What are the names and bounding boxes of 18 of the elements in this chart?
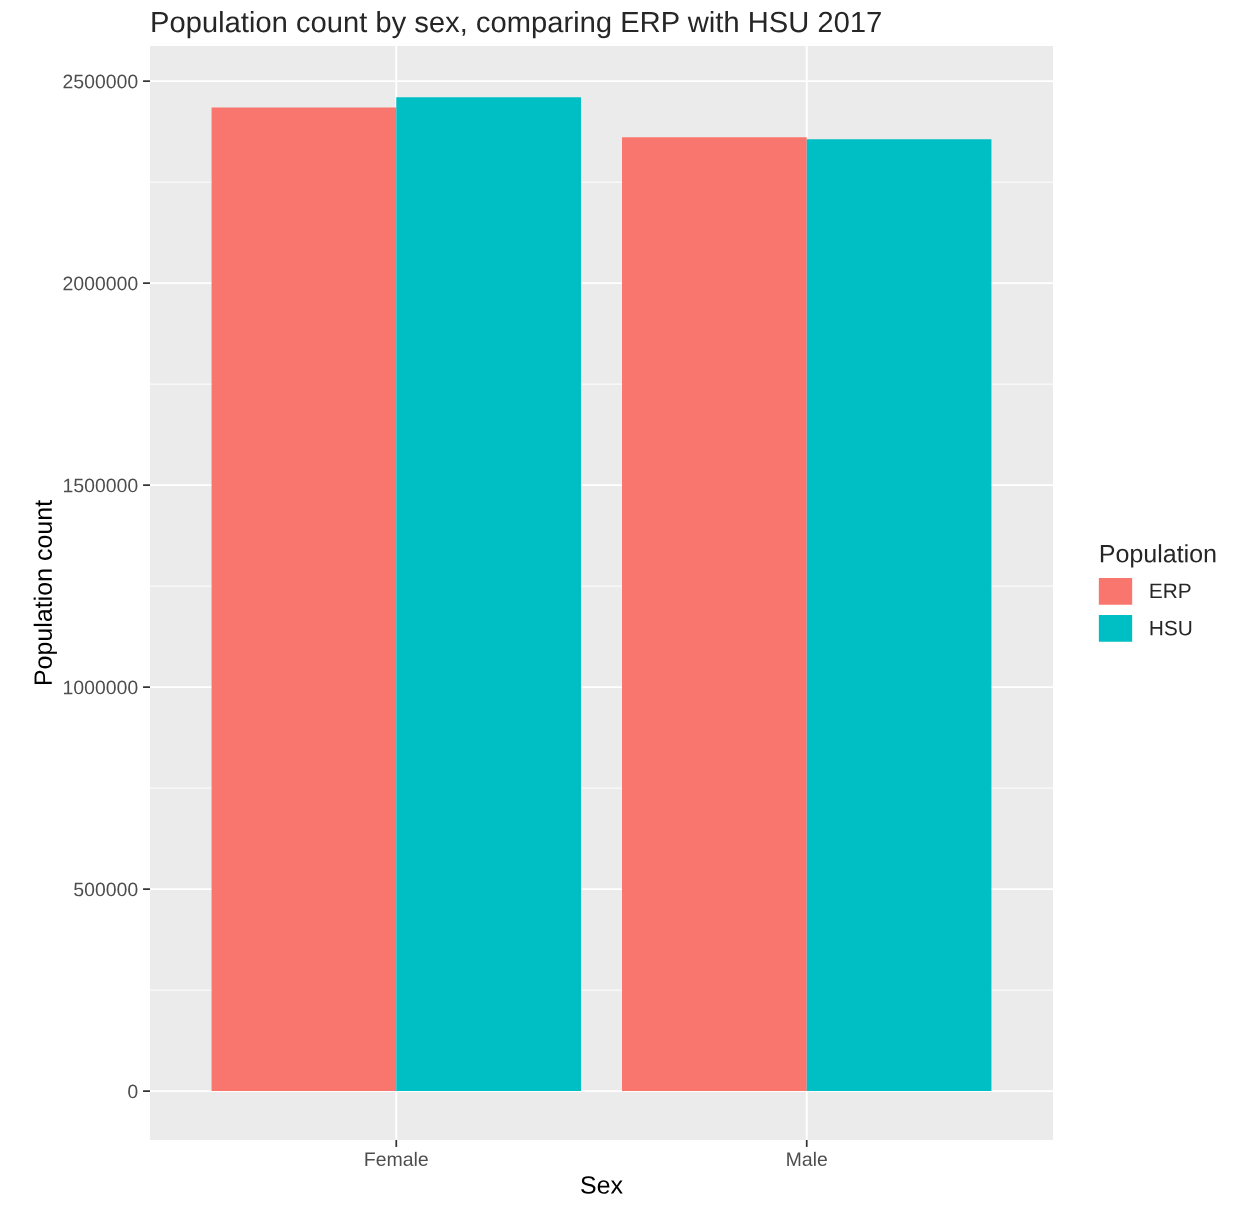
y-tick-label: 1500000 (63, 478, 138, 493)
bar (806, 139, 992, 1092)
x-tick-label: Male (787, 1151, 827, 1167)
legend-label: ERP (1150, 583, 1191, 599)
bar (622, 137, 807, 1092)
y-tick-label: 1000000 (63, 680, 138, 695)
legend-title: Population (1100, 544, 1216, 568)
chart-title: Population count by sex, comparing ERP with HSU 2017 (152, 10, 881, 39)
legend-label: HSU (1150, 620, 1192, 636)
bar (396, 97, 581, 1092)
y-tick-label: 0 (128, 1084, 138, 1099)
y-axis-title: Population count (33, 500, 57, 685)
bar (211, 107, 397, 1092)
y-tick-label: 2000000 (63, 276, 138, 291)
x-tick-label: Female (365, 1151, 428, 1167)
y-tick-label: 2500000 (63, 74, 138, 89)
x-axis-title: Sex (581, 1176, 623, 1194)
y-tick-label: 500000 (74, 882, 138, 897)
